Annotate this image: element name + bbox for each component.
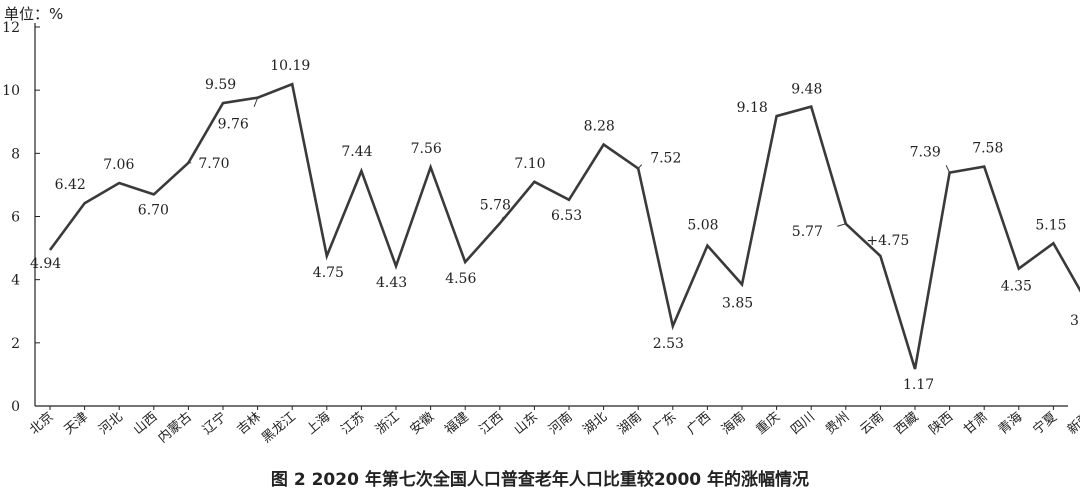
x-tick-label: 辽宁 bbox=[199, 409, 229, 438]
x-tick-label: 广西 bbox=[684, 410, 714, 438]
data-label: 4.35 bbox=[1001, 279, 1032, 295]
x-tick-label: 黑龙江 bbox=[259, 410, 299, 447]
x-tick-label: 广东 bbox=[650, 410, 680, 438]
x-tick-label: 江西 bbox=[477, 410, 507, 438]
x-tick-label: 河南 bbox=[545, 409, 575, 438]
x-tick-label: 贵州 bbox=[823, 410, 853, 438]
data-label: 9.48 bbox=[791, 82, 822, 98]
x-tick-label: 湖北 bbox=[581, 410, 611, 438]
data-label: 4.43 bbox=[376, 275, 407, 291]
data-label: 1.17 bbox=[903, 377, 934, 393]
data-label: 5.15 bbox=[1035, 217, 1066, 233]
data-label: 4.56 bbox=[445, 271, 476, 287]
data-label: 5.77 bbox=[792, 224, 823, 240]
label-leader-line bbox=[945, 165, 951, 173]
data-label: 7.44 bbox=[341, 144, 372, 160]
label-leader-line bbox=[253, 97, 259, 108]
figure-caption: 图 2 2020 年第七次全国人口普查老年人口比重较2000 年的涨幅情况 bbox=[270, 470, 810, 490]
x-tick-label: 北京 bbox=[27, 410, 57, 438]
x-tick-label: 甘肃 bbox=[961, 410, 991, 438]
y-tick-labels: 0 2 4 6 8 10 12 bbox=[2, 20, 20, 415]
data-label: 7.52 bbox=[650, 150, 681, 166]
label-leader-line bbox=[637, 164, 643, 169]
data-label: 5.08 bbox=[687, 218, 718, 234]
y-tick-label: 4 bbox=[11, 273, 20, 289]
x-tick-label: 山东 bbox=[511, 410, 541, 438]
data-label: 6.53 bbox=[551, 208, 582, 224]
data-label: 2.53 bbox=[653, 336, 684, 352]
data-label: 3.23 bbox=[1070, 313, 1080, 329]
x-tick-label: 浙江 bbox=[373, 410, 403, 438]
x-tick-label: 宁夏 bbox=[1030, 409, 1060, 438]
data-label: 3.85 bbox=[722, 295, 753, 311]
x-tick-label: 天津 bbox=[62, 410, 92, 438]
data-label: 7.06 bbox=[103, 157, 134, 173]
data-label: 4.75 bbox=[313, 265, 344, 281]
x-tick-label: 海南 bbox=[718, 409, 748, 438]
data-label: 5.78 bbox=[480, 197, 511, 213]
y-tick-label: 0 bbox=[11, 399, 20, 415]
unit-label: 单位：% bbox=[4, 5, 64, 23]
data-labels: 4.94 6.42 7.06 6.70 7.70 9.59 9.76 10.19 4.75 7.4… bbox=[30, 58, 1080, 393]
x-tick-label: 重庆 bbox=[753, 409, 783, 438]
x-tick-label: 安徽 bbox=[408, 410, 438, 438]
series-line bbox=[48, 82, 1080, 370]
data-label: 7.39 bbox=[910, 145, 941, 161]
x-tick-label: 新疆 bbox=[1064, 409, 1080, 438]
chart-axes bbox=[34, 23, 1068, 410]
x-tick-label: 四川 bbox=[788, 410, 818, 438]
y-tick-label: 10 bbox=[2, 83, 20, 99]
y-tick-label: 2 bbox=[11, 336, 20, 352]
label-leaders bbox=[188, 97, 951, 227]
data-label: 7.56 bbox=[411, 141, 442, 157]
data-label: 7.58 bbox=[972, 141, 1003, 157]
data-label: 8.28 bbox=[584, 118, 615, 134]
x-tick-label: 河北 bbox=[96, 410, 126, 438]
data-label: 4.94 bbox=[30, 256, 61, 272]
data-label: 6.70 bbox=[138, 202, 169, 218]
x-tick-label: 内蒙古 bbox=[155, 409, 195, 446]
x-tick-label: 湖南 bbox=[615, 409, 645, 438]
x-tick-label: 云南 bbox=[857, 409, 887, 438]
x-tick-label: 江苏 bbox=[338, 409, 368, 438]
y-tick-label: 6 bbox=[11, 210, 20, 226]
label-leader-line bbox=[499, 216, 504, 224]
x-tick-label: 福建 bbox=[442, 410, 472, 438]
data-label: 9.59 bbox=[205, 77, 236, 93]
label-leader-line bbox=[837, 223, 846, 227]
data-label: +4.75 bbox=[866, 233, 909, 249]
x-tick-label: 陕西 bbox=[927, 410, 957, 438]
data-label: 7.70 bbox=[198, 156, 229, 172]
data-label: 9.76 bbox=[218, 117, 249, 133]
x-tick-label: 西藏 bbox=[892, 410, 922, 438]
y-tick-label: 12 bbox=[2, 20, 20, 36]
data-label: 10.19 bbox=[270, 58, 310, 74]
data-label: 7.10 bbox=[514, 156, 545, 172]
data-label: 9.18 bbox=[737, 100, 768, 116]
y-tick-label: 8 bbox=[11, 146, 20, 162]
x-tick-label: 上海 bbox=[304, 410, 334, 438]
data-label: 6.42 bbox=[55, 177, 86, 193]
x-tick-label: 青海 bbox=[996, 410, 1026, 438]
